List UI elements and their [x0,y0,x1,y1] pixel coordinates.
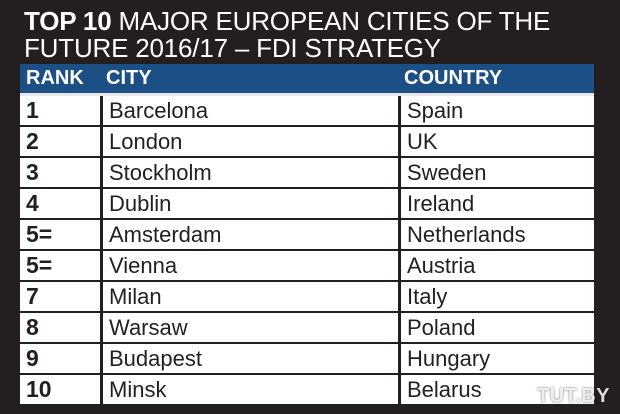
rank-cell: 4 [26,190,39,216]
table-header: RANK CITY COUNTRY [20,64,594,96]
country-cell: Poland [398,313,594,342]
city-cell: London [100,127,398,156]
table-row: 7 Milan Italy [20,282,594,313]
country-cell: UK [398,127,594,156]
rank-cell: 10 [26,376,52,402]
city-cell: Dublin [100,189,398,218]
city-cell: Minsk [100,375,398,404]
country-cell: Ireland [398,189,594,218]
city-cell: Milan [100,282,398,311]
table-row: 8 Warsaw Poland [20,313,594,344]
title-highlight: TOP 10 [24,6,112,36]
country-cell: Hungary [398,344,594,373]
country-cell: Austria [398,251,594,280]
rank-cell: 8 [26,314,39,340]
city-cell: Stockholm [100,158,398,187]
watermark-logo: TUT.BY [537,385,610,407]
title-text: MAJOR EUROPEAN CITIES OF THE FUTURE 2016… [24,6,551,63]
rank-cell: 3 [26,159,39,185]
country-cell: Sweden [398,158,594,187]
ranking-table: RANK CITY COUNTRY 1 Barcelona Spain 2 Lo… [20,64,594,406]
country-cell: Italy [398,282,594,311]
country-cell: Belarus [398,375,594,404]
table-row: 2 London UK [20,127,594,158]
rank-cell: 9 [26,345,39,371]
table-row: 1 Barcelona Spain [20,96,594,127]
rank-cell: 7 [26,283,39,309]
table-row: 5= Vienna Austria [20,251,594,282]
rank-cell: 1 [26,97,39,123]
city-cell: Amsterdam [100,220,398,249]
table-row: 10 Minsk Belarus [20,375,594,406]
country-cell: Spain [398,96,594,125]
header-city: CITY [106,67,152,89]
city-cell: Barcelona [100,96,398,125]
table-row: 3 Stockholm Sweden [20,158,594,189]
country-cell: Netherlands [398,220,594,249]
table-row: 5= Amsterdam Netherlands [20,220,594,251]
table-row: 4 Dublin Ireland [20,189,594,220]
header-country: COUNTRY [404,67,503,89]
city-cell: Budapest [100,344,398,373]
header-rank: RANK [26,67,84,89]
city-cell: Warsaw [100,313,398,342]
rank-cell: 5= [26,252,53,278]
page-title: TOP 10 MAJOR EUROPEAN CITIES OF THE FUTU… [24,8,614,62]
table-row: 9 Budapest Hungary [20,344,594,375]
rank-cell: 5= [26,221,53,247]
rank-cell: 2 [26,128,39,154]
city-cell: Vienna [100,251,398,280]
